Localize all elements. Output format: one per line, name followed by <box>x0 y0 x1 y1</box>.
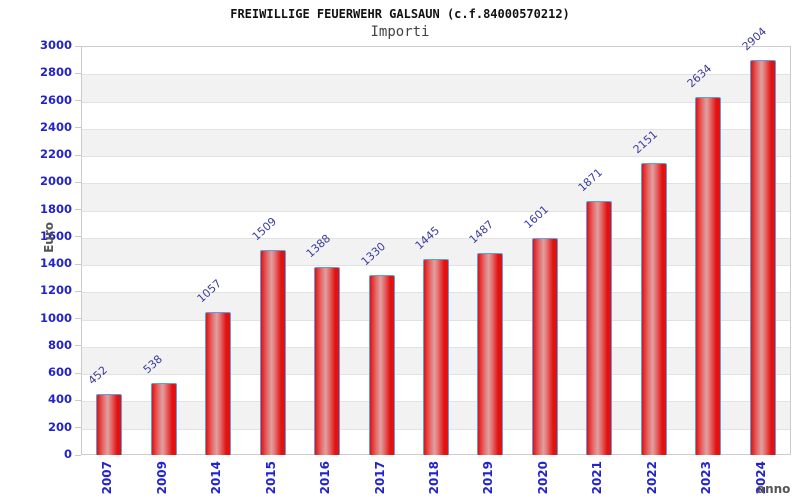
y-tick-mark <box>75 100 81 102</box>
gridline <box>82 101 790 103</box>
bar <box>477 253 504 455</box>
y-tick-mark <box>75 72 81 74</box>
x-tick-label: 2017 <box>372 461 387 495</box>
x-tick-label: 2023 <box>699 461 714 495</box>
y-tick-mark <box>75 45 81 47</box>
gridline <box>82 156 790 158</box>
x-tick-label: 2021 <box>590 461 605 495</box>
y-tick-mark <box>75 209 81 211</box>
y-tick-label: 2200 <box>39 147 72 162</box>
gridline <box>82 128 790 130</box>
chart-subtitle: Importi <box>370 24 430 40</box>
x-tick-label: 2020 <box>535 461 550 495</box>
y-tick-label: 200 <box>47 419 72 434</box>
y-tick-mark <box>75 154 81 156</box>
y-tick-label: 2800 <box>39 65 72 80</box>
y-tick-mark <box>75 263 81 265</box>
bar <box>749 60 776 455</box>
y-tick-mark <box>75 236 81 238</box>
y-tick-mark <box>75 372 81 374</box>
y-tick-label: 1400 <box>39 256 72 271</box>
y-tick-label: 1200 <box>39 283 72 298</box>
grid-band <box>82 183 790 211</box>
bar <box>314 266 341 455</box>
y-tick-mark <box>75 127 81 129</box>
y-tick-label: 2600 <box>39 92 72 107</box>
y-tick-label: 800 <box>47 337 72 352</box>
x-tick-label: 2019 <box>481 461 496 495</box>
y-axis-title: Euro <box>42 222 56 253</box>
gridline <box>82 74 790 76</box>
grid-band <box>82 74 790 102</box>
y-tick-mark <box>75 290 81 292</box>
y-tick-label: 400 <box>47 392 72 407</box>
x-tick-label: 2009 <box>154 461 169 495</box>
gridline <box>82 237 790 239</box>
y-tick-label: 1600 <box>39 228 72 243</box>
x-axis-title: anno <box>757 482 791 496</box>
bar <box>205 311 232 455</box>
y-tick-label: 600 <box>47 365 72 380</box>
y-tick-mark <box>75 318 81 320</box>
x-tick-label: 2018 <box>427 461 441 495</box>
x-tick-label: 2015 <box>263 461 278 495</box>
y-tick-label: 3000 <box>39 38 72 52</box>
y-tick-label: 1000 <box>39 310 72 325</box>
bar <box>695 96 722 455</box>
x-tick-label: 2007 <box>100 461 115 495</box>
x-tick-label: 2014 <box>209 461 224 495</box>
bar <box>368 274 395 455</box>
y-tick-mark <box>75 181 81 183</box>
gridline <box>82 210 790 212</box>
y-tick-mark <box>75 454 81 456</box>
x-tick-label: 2016 <box>318 461 333 495</box>
gridline <box>82 183 790 185</box>
y-tick-mark <box>75 345 81 347</box>
y-tick-mark <box>75 399 81 401</box>
y-tick-label: 0 <box>63 447 72 461</box>
bar <box>531 237 558 455</box>
bar <box>96 394 123 455</box>
bar <box>640 162 667 455</box>
chart-title: FREIWILLIGE FEUERWEHR GALSAUN (c.f.84000… <box>230 7 570 21</box>
y-tick-mark <box>75 427 81 429</box>
y-tick-label: 1800 <box>39 201 72 216</box>
bar <box>150 382 177 455</box>
plot-area: 452 538 1057 1509 1388 1330 1445 1487 1601 1871 21… <box>81 25 791 455</box>
bar <box>423 258 449 455</box>
grid-band <box>82 128 790 157</box>
x-tick-label: 2022 <box>644 461 659 495</box>
y-tick-label: 2000 <box>39 174 72 189</box>
y-tick-label: 2400 <box>39 119 72 134</box>
bar <box>259 250 286 455</box>
bar <box>586 200 613 455</box>
